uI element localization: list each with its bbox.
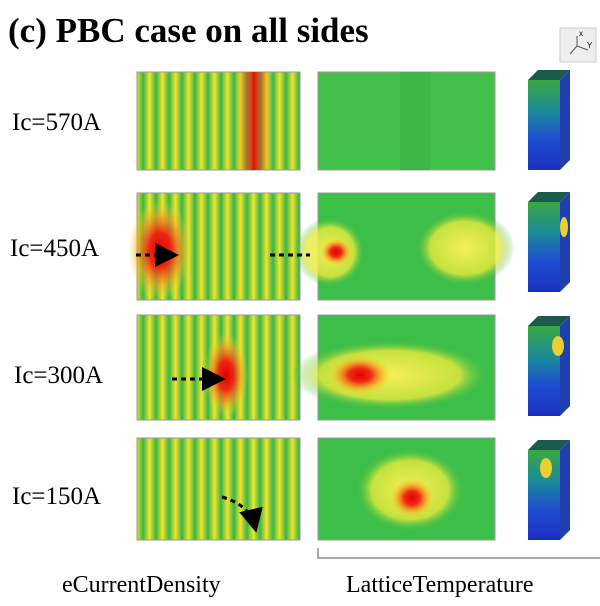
row-label: Ic=450A — [10, 235, 99, 262]
row-label: Ic=300A — [14, 362, 103, 389]
bracket — [317, 548, 600, 559]
row-label: Ic=150A — [12, 483, 101, 510]
column-label: LatticeTemperature — [346, 572, 534, 598]
axis-label: Y — [587, 41, 593, 50]
current-density-maps — [128, 71, 301, 541]
3d-blocks — [528, 70, 570, 540]
arrows — [136, 243, 310, 533]
axis-triad: x Y — [559, 27, 597, 63]
row-label: Ic=570A — [12, 109, 101, 136]
temperature-maps — [290, 71, 515, 541]
title: (c) PBC case on all sides — [8, 11, 369, 50]
axis-label: x — [579, 29, 583, 38]
column-label: eCurrentDensity — [62, 572, 221, 598]
